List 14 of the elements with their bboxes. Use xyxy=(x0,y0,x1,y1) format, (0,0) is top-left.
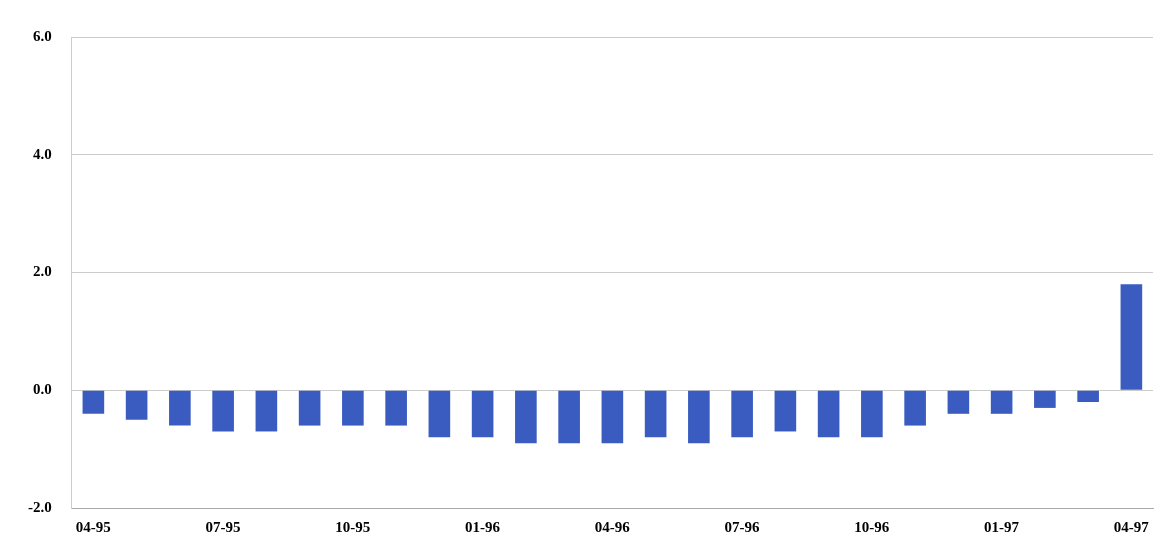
y-tick-label: 0.0 xyxy=(33,381,52,398)
x-tick-label: 04-96 xyxy=(594,518,631,535)
y-tick-label: 2.0 xyxy=(33,263,52,280)
y-tick-label: 4.0 xyxy=(33,145,52,162)
x-tick-label: 04-95 xyxy=(75,518,111,535)
x-tick-label: 10-95 xyxy=(335,518,371,535)
x-tick-label: 04-97 xyxy=(1113,518,1150,535)
y-tick-label: -2.0 xyxy=(28,498,52,515)
x-tick-label: 10-96 xyxy=(854,518,890,535)
x-tick-label: 07-95 xyxy=(205,518,241,535)
x-tick-label: 01-97 xyxy=(984,518,1020,535)
y-tick-label: 6.0 xyxy=(33,27,52,44)
x-tick-label: 07-96 xyxy=(724,518,761,535)
x-tick-label: 01-96 xyxy=(465,518,501,535)
